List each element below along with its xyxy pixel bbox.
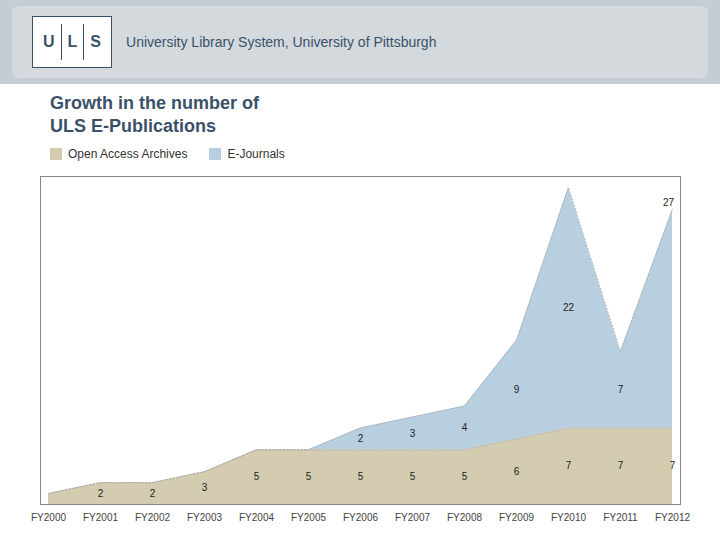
svg-text:FY2011: FY2011 xyxy=(603,512,638,523)
html-text:Open Access Archives: Open Access Archives xyxy=(68,147,188,161)
svg-text:FY2005: FY2005 xyxy=(291,512,326,523)
svg-text:FY2008: FY2008 xyxy=(447,512,482,523)
svg-text:27: 27 xyxy=(663,197,675,208)
html-text:ULS E-Publications: ULS E-Publications xyxy=(50,116,216,136)
html-text:Growth in the number of: Growth in the number of xyxy=(50,93,259,113)
svg-text:2: 2 xyxy=(150,488,156,499)
svg-text:FY2000: FY2000 xyxy=(31,512,66,523)
html-text:U: U xyxy=(43,33,55,50)
svg-text:FY2007: FY2007 xyxy=(395,512,430,523)
svg-text:2: 2 xyxy=(358,433,364,444)
html-text:S: S xyxy=(90,33,101,50)
svg-text:2: 2 xyxy=(98,488,104,499)
svg-text:FY2001: FY2001 xyxy=(83,512,118,523)
svg-text:3: 3 xyxy=(202,482,208,493)
svg-text:7: 7 xyxy=(618,384,624,395)
svg-text:7: 7 xyxy=(566,460,572,471)
svg-text:7: 7 xyxy=(670,460,676,471)
svg-text:FY2006: FY2006 xyxy=(343,512,378,523)
svg-text:22: 22 xyxy=(563,302,575,313)
svg-text:5: 5 xyxy=(358,471,364,482)
svg-text:FY2002: FY2002 xyxy=(135,512,170,523)
svg-text:6: 6 xyxy=(514,466,520,477)
svg-text:FY2003: FY2003 xyxy=(187,512,222,523)
svg-text:5: 5 xyxy=(410,471,416,482)
html-text:University Library System, Uni: University Library System, University of… xyxy=(126,34,437,50)
svg-text:7: 7 xyxy=(618,460,624,471)
svg-text:5: 5 xyxy=(462,471,468,482)
svg-text:3: 3 xyxy=(410,428,416,439)
svg-text:FY2012: FY2012 xyxy=(655,512,690,523)
svg-text:5: 5 xyxy=(306,471,312,482)
svg-text:5: 5 xyxy=(254,471,260,482)
svg-text:FY2010: FY2010 xyxy=(551,512,586,523)
svg-text:9: 9 xyxy=(514,384,520,395)
svg-text:FY2009: FY2009 xyxy=(499,512,534,523)
html-text:L: L xyxy=(67,33,78,50)
html-text:E-Journals: E-Journals xyxy=(227,147,285,161)
svg-text:FY2004: FY2004 xyxy=(239,512,274,523)
svg-text:4: 4 xyxy=(462,422,468,433)
